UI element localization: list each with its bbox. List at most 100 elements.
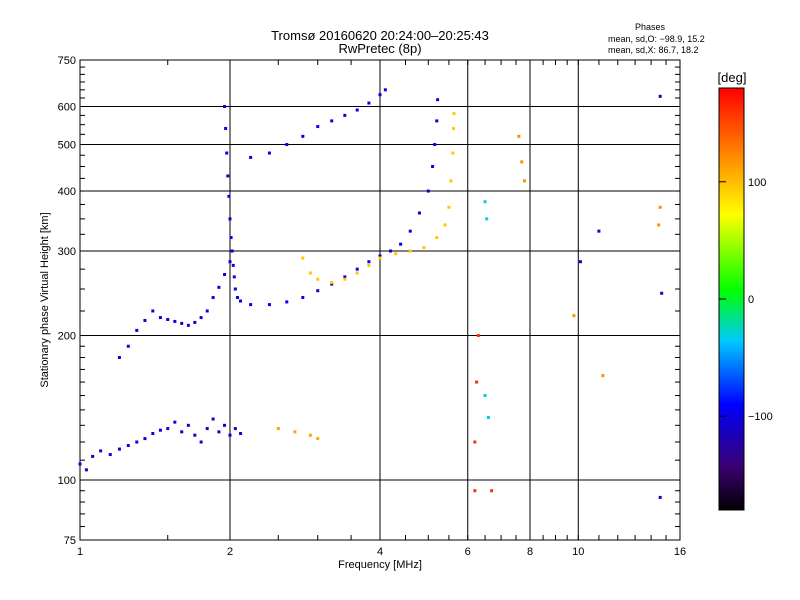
x-tick-label: 6	[465, 546, 471, 558]
data-point	[433, 143, 437, 147]
data-point	[657, 223, 661, 227]
data-point	[316, 289, 320, 293]
data-point	[447, 205, 451, 209]
axis-ticks	[79, 59, 681, 541]
x-tick-label: 2	[227, 546, 233, 558]
data-point	[228, 260, 232, 264]
data-point	[232, 275, 236, 279]
data-point	[517, 134, 521, 138]
data-point	[483, 394, 487, 398]
x-tick-label: 10	[572, 546, 584, 558]
data-point	[473, 489, 477, 493]
data-point	[199, 440, 203, 444]
data-point	[658, 94, 662, 98]
data-point	[451, 151, 455, 155]
data-point	[78, 462, 82, 466]
data-point	[151, 432, 155, 436]
data-point	[490, 489, 494, 493]
x-tick-labels: 1 2 4 6 8 10 16	[77, 546, 686, 558]
data-point	[230, 249, 234, 253]
data-point	[173, 319, 177, 323]
data-point	[435, 119, 439, 123]
data-point	[601, 374, 605, 378]
data-point	[452, 126, 456, 130]
data-point	[308, 271, 312, 275]
data-point	[523, 179, 527, 183]
colorbar-tick-label: 100	[748, 177, 766, 189]
data-point	[229, 236, 233, 240]
data-point	[211, 296, 215, 300]
data-point	[572, 314, 576, 318]
x-tick-label: 1	[77, 546, 83, 558]
data-point	[293, 430, 297, 434]
data-point	[301, 256, 305, 260]
data-point	[186, 423, 190, 427]
data-point	[231, 263, 235, 267]
data-point	[173, 420, 177, 424]
data-point	[378, 93, 382, 97]
data-point	[343, 113, 347, 117]
data-point	[205, 427, 209, 431]
data-point	[99, 449, 103, 453]
data-point	[355, 108, 359, 112]
data-point	[378, 256, 382, 260]
x-tick-label: 4	[377, 546, 383, 558]
data-point	[483, 200, 487, 204]
data-point	[228, 217, 232, 221]
data-point	[452, 112, 456, 116]
y-axis-label: Stationary phase Virtual Height [km]	[39, 212, 51, 387]
y-tick-label: 750	[58, 55, 76, 67]
data-point	[276, 427, 280, 431]
data-point	[473, 440, 477, 444]
data-point	[417, 211, 421, 215]
data-point	[166, 317, 170, 321]
data-point	[226, 174, 230, 178]
data-point	[367, 101, 371, 105]
data-point	[330, 280, 334, 284]
data-point	[223, 273, 227, 277]
data-point	[308, 433, 312, 437]
data-point	[166, 427, 170, 431]
data-point	[223, 423, 227, 427]
data-point	[249, 155, 253, 159]
data-point	[367, 260, 371, 264]
data-point	[343, 277, 347, 281]
data-point	[158, 428, 162, 432]
data-point	[285, 143, 289, 147]
data-point	[193, 320, 197, 324]
y-tick-label: 600	[58, 102, 76, 114]
data-point	[228, 433, 232, 437]
data-point	[578, 260, 582, 264]
data-point	[158, 316, 162, 320]
colorbar-ticks: 100 0 −100	[719, 177, 773, 423]
data-point	[316, 125, 320, 129]
data-point	[476, 334, 480, 338]
data-point	[227, 194, 231, 198]
y-tick-label: 100	[58, 475, 76, 487]
data-point	[383, 88, 387, 92]
data-point	[426, 189, 430, 193]
data-point	[394, 252, 398, 256]
y-tick-label: 75	[64, 535, 76, 547]
data-point	[211, 417, 215, 421]
data-point	[193, 433, 197, 437]
data-point	[217, 430, 221, 434]
data-point	[117, 447, 121, 451]
data-point	[135, 328, 139, 332]
data-point	[126, 444, 130, 448]
y-tick-label: 200	[58, 331, 76, 343]
chart-title-line1: Tromsø 20160620 20:24:00–20:25:43	[271, 28, 489, 43]
data-point	[301, 296, 305, 300]
x-axis-label: Frequency [MHz]	[338, 559, 422, 571]
data-point	[486, 415, 490, 419]
data-point	[422, 246, 426, 250]
data-point	[597, 229, 601, 233]
data-point	[520, 160, 524, 164]
data-point	[233, 427, 237, 431]
data-point	[91, 454, 95, 458]
data-point	[126, 344, 130, 348]
data-point	[249, 303, 253, 307]
data-point	[658, 205, 662, 209]
data-point	[316, 277, 320, 281]
x-tick-label: 8	[527, 546, 533, 558]
